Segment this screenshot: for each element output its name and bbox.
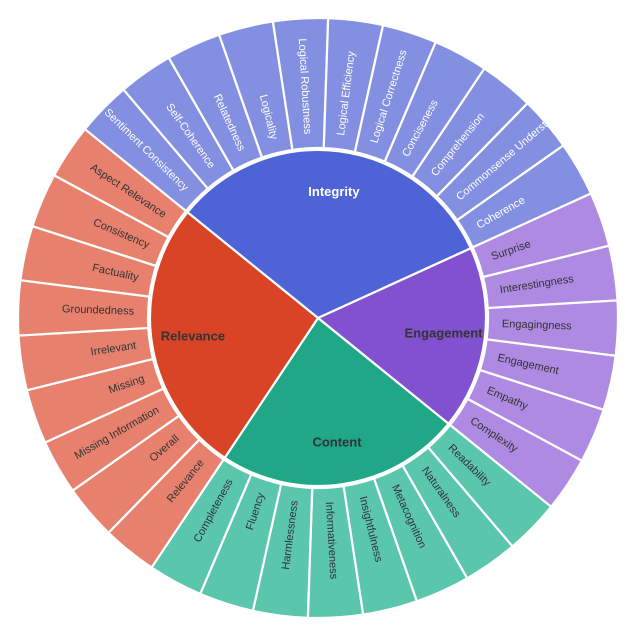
inner-label-integrity: Integrity bbox=[308, 184, 360, 199]
inner-label-content: Content bbox=[312, 434, 362, 449]
inner-label-engagement: Engagement bbox=[404, 325, 483, 340]
outer-label: Engagingness bbox=[502, 318, 573, 332]
sunburst-chart: IntegritySentiment ConsistencySelf-Coher… bbox=[0, 0, 630, 630]
outer-label: Groundedness bbox=[62, 303, 135, 317]
inner-label-relevance: Relevance bbox=[161, 328, 225, 343]
